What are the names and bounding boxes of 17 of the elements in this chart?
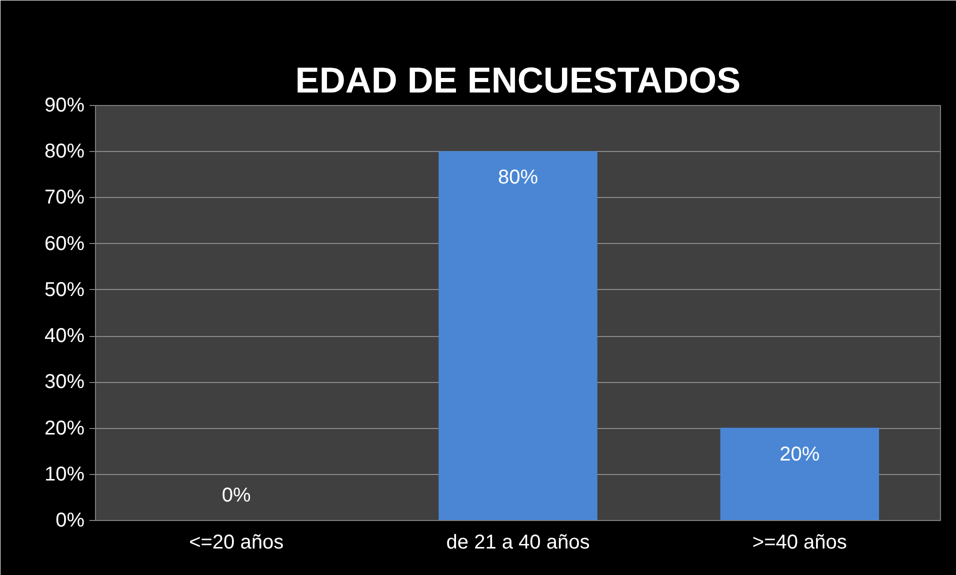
y-tick-label: 30% — [44, 371, 85, 394]
x-tick-label: >=40 años — [752, 532, 847, 554]
x-tick-label: <=20 años — [189, 532, 284, 554]
y-tick-label: 70% — [44, 186, 85, 209]
data-label: 20% — [780, 443, 820, 466]
y-tick-label: 50% — [44, 278, 85, 301]
y-tick-label: 0% — [56, 510, 85, 532]
y-tick-label: 40% — [44, 325, 85, 348]
data-label: 0% — [222, 484, 252, 506]
chart-title: EDAD DE ENCUESTADOS — [295, 60, 741, 100]
x-tick-label: de 21 a 40 años — [446, 532, 590, 554]
y-tick-label: 20% — [44, 417, 85, 440]
y-tick-label: 90% — [44, 94, 85, 116]
data-label: 80% — [498, 166, 538, 189]
y-tick-label: 10% — [44, 463, 85, 486]
y-tick-label: 60% — [44, 232, 85, 255]
y-tick-label: 80% — [44, 140, 85, 163]
